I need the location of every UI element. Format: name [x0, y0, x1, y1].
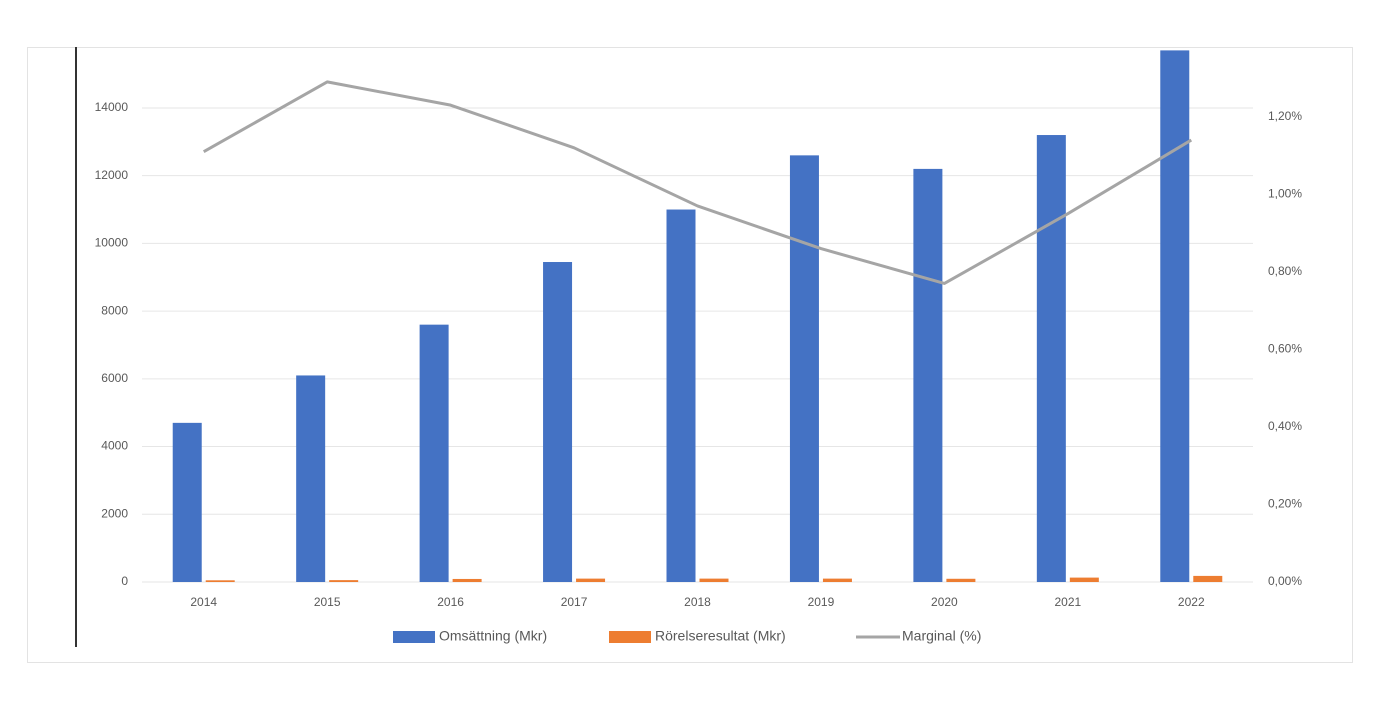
legend-label: Rörelseresultat (Mkr): [655, 628, 786, 644]
x-tick-label: 2019: [808, 595, 835, 609]
bar: [452, 578, 482, 582]
y2-tick-label: 0,00%: [1268, 574, 1302, 588]
x-tick-label: 2022: [1178, 595, 1205, 609]
bar: [419, 324, 449, 582]
legend-swatch: [393, 631, 435, 643]
y-tick-label: 0: [121, 574, 128, 588]
bar: [1069, 577, 1099, 582]
x-tick-label: 2016: [437, 595, 464, 609]
x-tick-label: 2017: [561, 595, 588, 609]
bar: [913, 168, 943, 582]
bar: [205, 580, 235, 582]
y2-tick-label: 0,60%: [1268, 342, 1302, 356]
y-tick-label: 12000: [95, 168, 129, 182]
y-tick-label: 14000: [95, 100, 129, 114]
bar: [329, 580, 359, 582]
x-tick-label: 2015: [314, 595, 341, 609]
y-tick-label: 6000: [101, 371, 128, 385]
bar: [699, 578, 729, 582]
bar: [172, 422, 202, 582]
legend-label: Marginal (%): [902, 628, 981, 644]
legend-label: Omsättning (Mkr): [439, 628, 547, 644]
bar: [543, 262, 573, 582]
legend-swatch: [609, 631, 651, 643]
bar: [296, 375, 326, 582]
bar: [666, 209, 696, 582]
y2-tick-label: 0,20%: [1268, 497, 1302, 511]
y2-tick-label: 1,20%: [1268, 109, 1302, 123]
x-tick-label: 2020: [931, 595, 958, 609]
bar: [1036, 135, 1066, 583]
y-tick-label: 4000: [101, 439, 128, 453]
y-tick-label: 8000: [101, 303, 128, 317]
bar: [822, 578, 852, 582]
x-tick-label: 2021: [1054, 595, 1081, 609]
y2-tick-label: 1,00%: [1268, 186, 1302, 200]
y-tick-label: 10000: [95, 236, 129, 250]
bar: [1193, 575, 1223, 582]
bar: [946, 578, 976, 582]
bar: [789, 155, 819, 582]
y-tick-label: 2000: [101, 506, 128, 520]
bar: [576, 578, 606, 582]
x-tick-label: 2014: [190, 595, 217, 609]
y2-tick-label: 0,80%: [1268, 264, 1302, 278]
x-tick-label: 2018: [684, 595, 711, 609]
line: [202, 80, 1193, 285]
bar: [1160, 50, 1190, 583]
y2-tick-label: 0,40%: [1268, 419, 1302, 433]
